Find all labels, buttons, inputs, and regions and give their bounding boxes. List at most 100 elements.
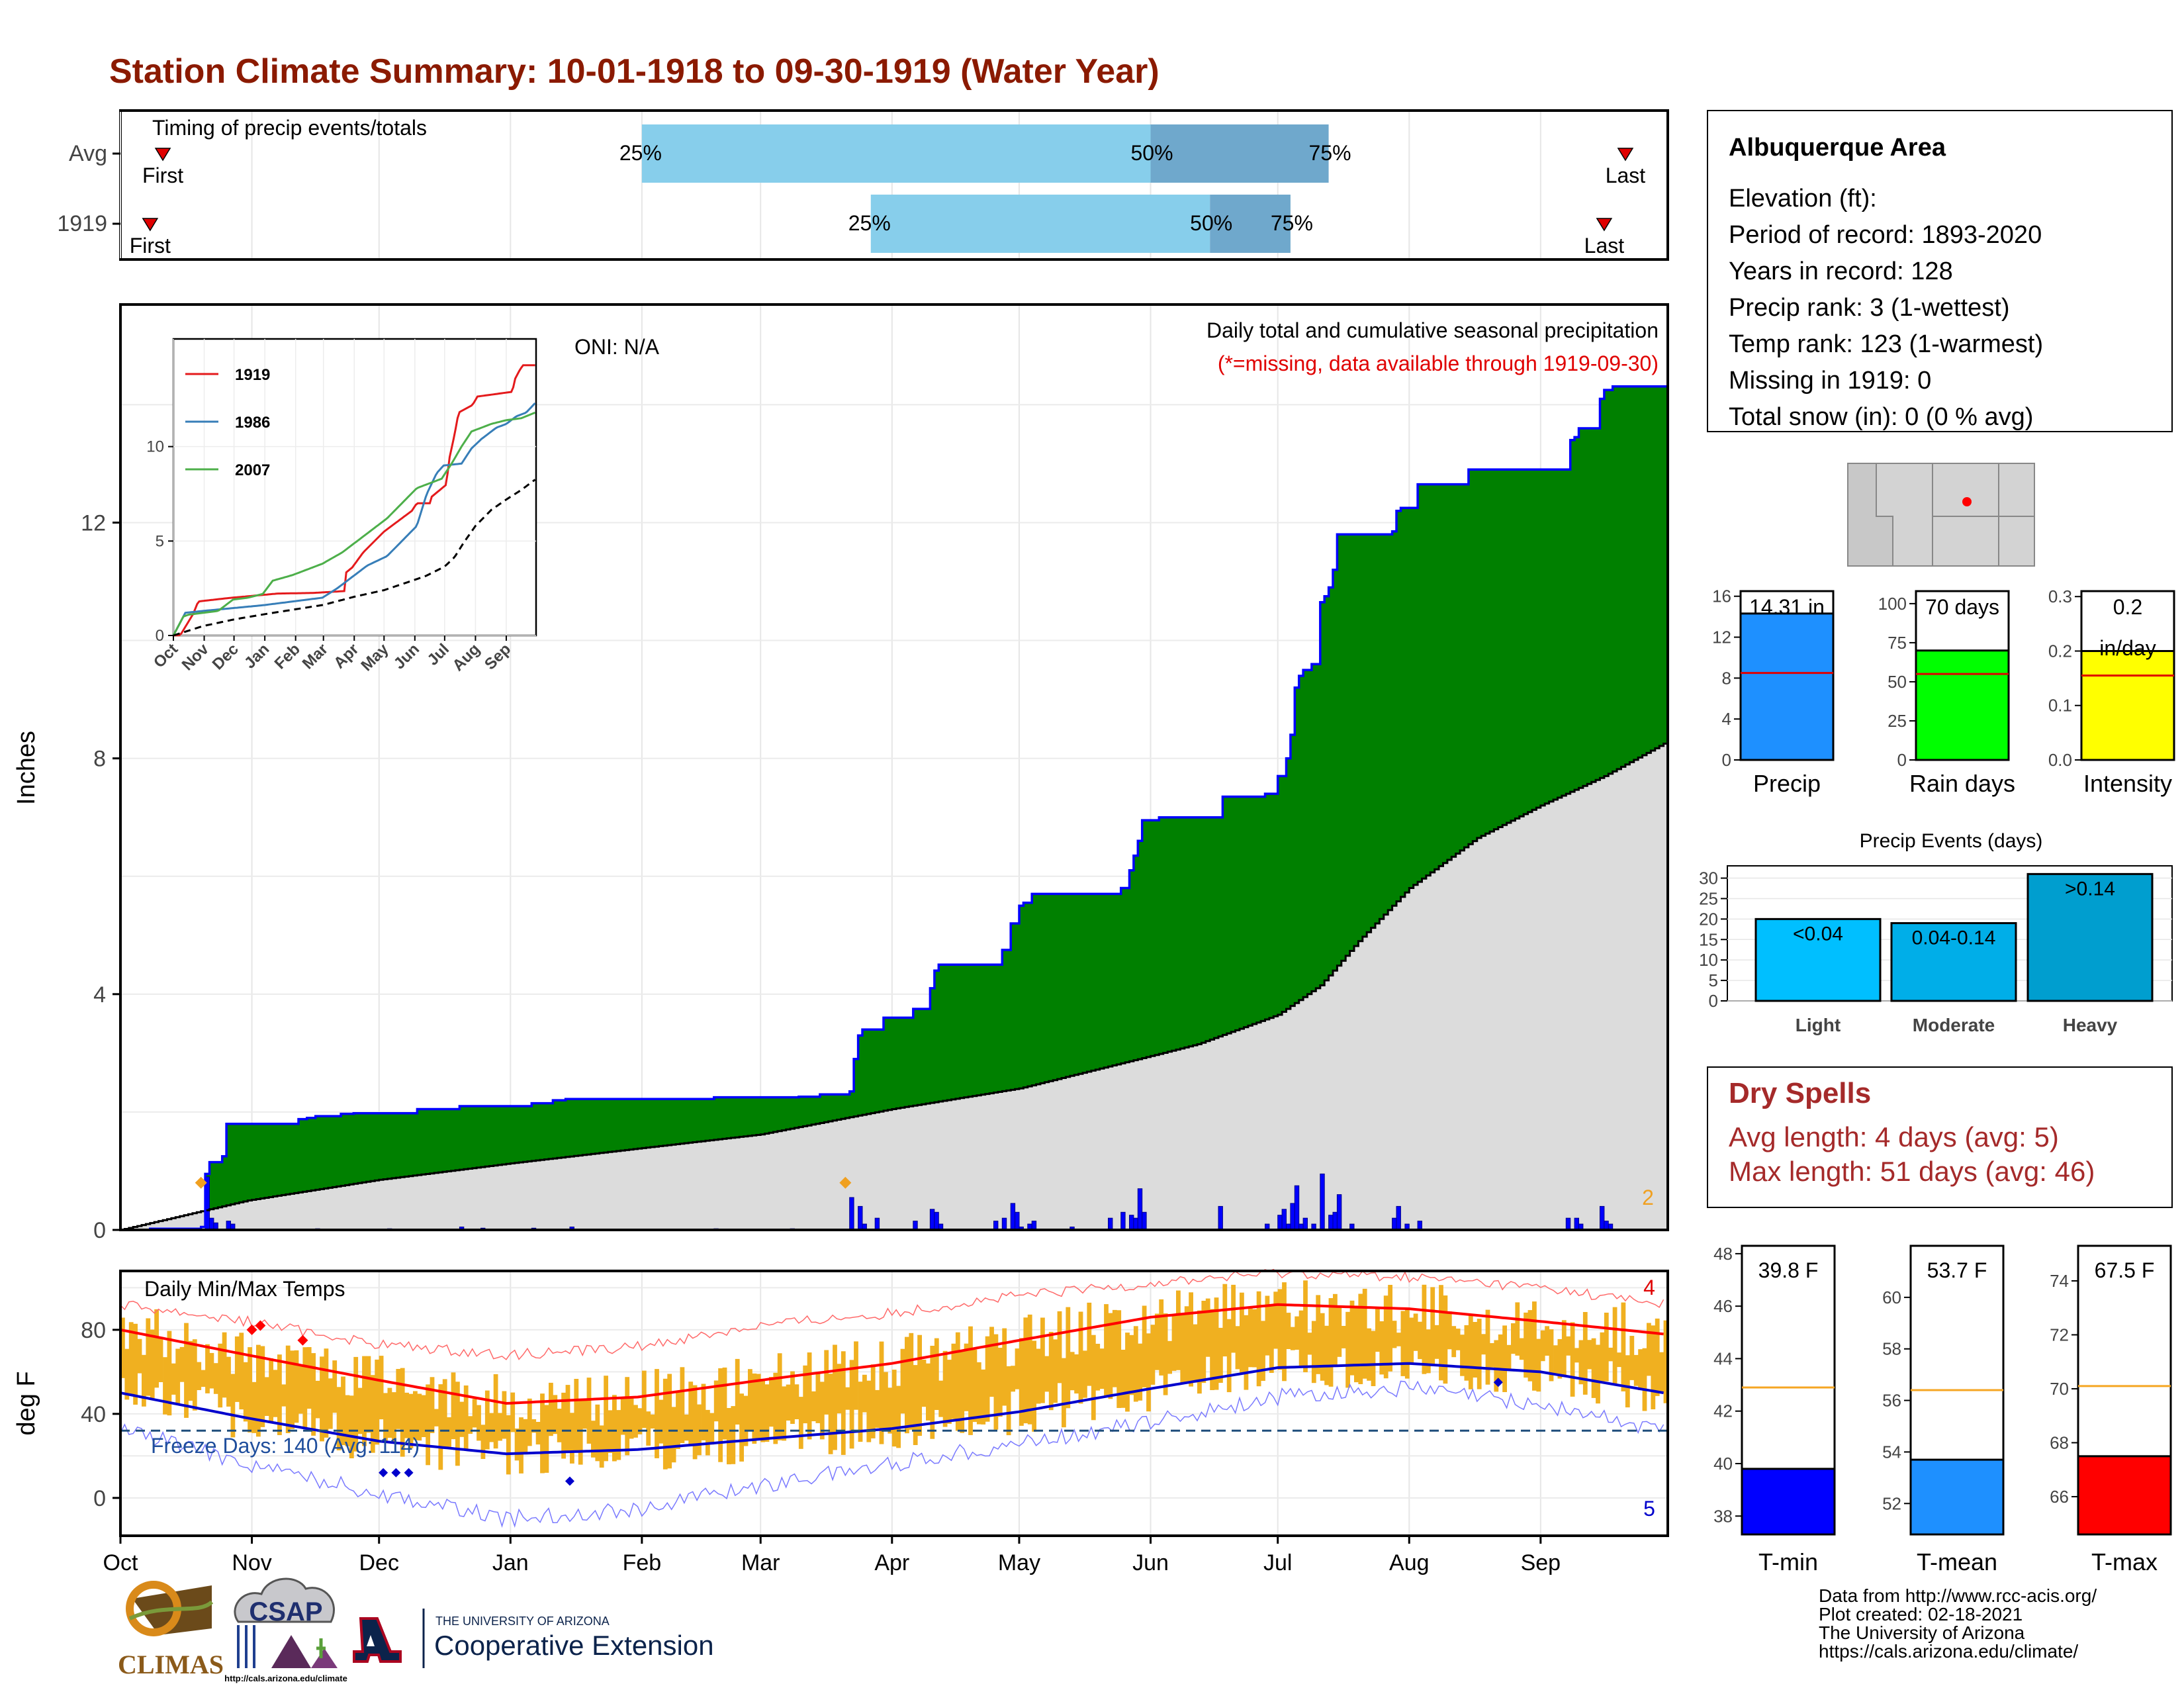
daily-temp-range-bar	[756, 1374, 761, 1439]
precip-anomaly-fill	[506, 1106, 511, 1164]
precip-anomaly-fill	[383, 1113, 388, 1180]
daily-temp-range-bar	[891, 1370, 897, 1447]
precip-anomaly-fill	[1511, 469, 1516, 821]
first-event-marker	[142, 218, 159, 232]
precip-anomaly-fill	[1298, 676, 1304, 1000]
daily-temp-range-bar	[561, 1392, 566, 1459]
daily-temp-range-bar	[1418, 1321, 1422, 1360]
daily-temp-range-bar	[1612, 1307, 1617, 1384]
daily-temp-range-bar	[1197, 1310, 1202, 1394]
ua-extension-text: Cooperative Extension	[434, 1630, 714, 1661]
daily-temp-range-bar	[1430, 1287, 1435, 1366]
precip-anomaly-fill	[884, 1017, 888, 1111]
daily-temp-range-bar	[1629, 1336, 1635, 1380]
daily-temp-range-bar	[1078, 1311, 1083, 1404]
daily-temp-range-bar	[620, 1398, 625, 1435]
daily-temp-range-bar	[870, 1364, 876, 1438]
summary-bar-y-tick-label: 100	[1878, 594, 1907, 614]
daily-temp-range-bar	[1608, 1347, 1614, 1362]
precip-anomaly-fill	[930, 988, 935, 1103]
precip-anomaly-fill	[1244, 796, 1249, 1027]
observed-cumulative-line	[120, 385, 1668, 1231]
precip-anomaly-fill	[1138, 841, 1143, 1060]
precip-anomaly-fill	[561, 1100, 567, 1158]
daily-precip-bar	[1565, 1217, 1571, 1231]
daily-precip-bar	[1336, 1194, 1342, 1231]
daily-temp-range-bar	[760, 1380, 765, 1442]
summary-bar-value-label: 0.2	[2113, 595, 2142, 619]
daily-temp-range-bar	[230, 1374, 236, 1438]
precip-anomaly-fill	[1439, 484, 1444, 867]
precip-anomaly-fill	[519, 1106, 524, 1162]
precip-anomaly-fill	[951, 964, 956, 1100]
precip-anomaly-fill	[1545, 469, 1550, 804]
first-event-label: First	[130, 234, 171, 258]
daily-temp-range-bar	[680, 1367, 685, 1443]
daily-temp-range-bar	[184, 1323, 189, 1418]
precip-anomaly-fill	[964, 964, 969, 1098]
daily-temp-range-bar	[1574, 1348, 1579, 1363]
daily-temp-range-bar	[960, 1351, 965, 1433]
precip-anomaly-fill	[413, 1113, 418, 1176]
temp-summary-category-label: T-max	[2091, 1548, 2158, 1575]
precip-anomaly-fill	[582, 1099, 588, 1155]
daily-temp-range-bar	[739, 1393, 744, 1462]
daily-temp-range-bar	[362, 1356, 367, 1446]
precip-anomaly-fill	[1201, 817, 1206, 1043]
daily-temp-range-bar	[366, 1356, 371, 1433]
daily-temp-range-bar	[718, 1368, 723, 1462]
daily-temp-range-bar	[1066, 1307, 1071, 1409]
precip-anomaly-fill	[1083, 894, 1087, 1073]
precip-anomaly-fill	[1120, 888, 1126, 1064]
record-high-marker	[297, 1335, 308, 1346]
precip-anomaly-fill	[1375, 534, 1380, 923]
daily-temp-range-bar	[1252, 1309, 1257, 1368]
daily-temp-range-bar	[1570, 1322, 1575, 1397]
daily-temp-range-bar	[480, 1425, 486, 1459]
daily-temp-range-bar	[833, 1344, 837, 1450]
daily-temp-range-bar	[1379, 1321, 1385, 1375]
precip-anomaly-fill	[459, 1106, 465, 1170]
avg-max-line	[120, 1303, 1664, 1405]
daily-temp-range-bar	[1494, 1340, 1499, 1392]
daily-temp-range-bar	[540, 1393, 545, 1474]
daily-precip-bar	[929, 1209, 935, 1231]
daily-temp-range-bar	[387, 1387, 392, 1438]
precip-anomaly-fill	[1608, 390, 1614, 774]
temp-summary-value-label: 67.5 F	[2095, 1258, 2155, 1282]
daily-temp-range-bar	[1218, 1327, 1223, 1383]
timing-label-25: 25%	[619, 141, 662, 165]
timing-bar-25-50	[870, 195, 1210, 253]
month-tick-label: May	[998, 1550, 1040, 1575]
precip-anomaly-fill	[1116, 894, 1122, 1064]
daily-temp-range-bar	[1015, 1348, 1020, 1389]
inset-legend-label: 1919	[235, 366, 270, 384]
summary-bar-value-label: 14.31 in	[1749, 595, 1825, 619]
daily-temp-range-bar	[1333, 1293, 1338, 1366]
daily-temp-range-bar	[1316, 1295, 1321, 1374]
precip-anomaly-fill	[875, 1029, 880, 1113]
daily-temp-range-bar	[498, 1413, 502, 1441]
precip-anomaly-fill	[824, 1094, 829, 1123]
daily-temp-range-bar	[913, 1365, 918, 1445]
precip-anomaly-fill	[1167, 817, 1173, 1052]
daily-temp-range-bar	[281, 1384, 287, 1407]
daily-temp-range-bar	[192, 1339, 197, 1411]
precip-anomaly-fill	[570, 1099, 574, 1156]
precip-anomaly-fill	[612, 1099, 617, 1152]
precip-anomaly-fill	[1062, 894, 1066, 1078]
precip-anomaly-fill	[421, 1109, 426, 1175]
daily-temp-range-bar	[251, 1382, 257, 1433]
precip-anomaly-fill	[430, 1109, 435, 1174]
daily-temp-range-bar	[256, 1344, 261, 1437]
daily-temp-range-bar	[1371, 1331, 1376, 1386]
precip-anomaly-fill	[1104, 894, 1109, 1068]
timing-label-75: 75%	[1309, 141, 1351, 165]
daily-temp-range-bar	[383, 1393, 388, 1441]
precip-anomaly-fill	[1333, 569, 1338, 971]
record-low-marker	[379, 1468, 388, 1477]
precip-anomaly-fill	[1069, 894, 1075, 1076]
daily-precip-bar	[1001, 1217, 1007, 1231]
temp-summary-y-tick-label: 70	[2050, 1379, 2069, 1399]
precip-anomaly-fill	[870, 1029, 876, 1113]
